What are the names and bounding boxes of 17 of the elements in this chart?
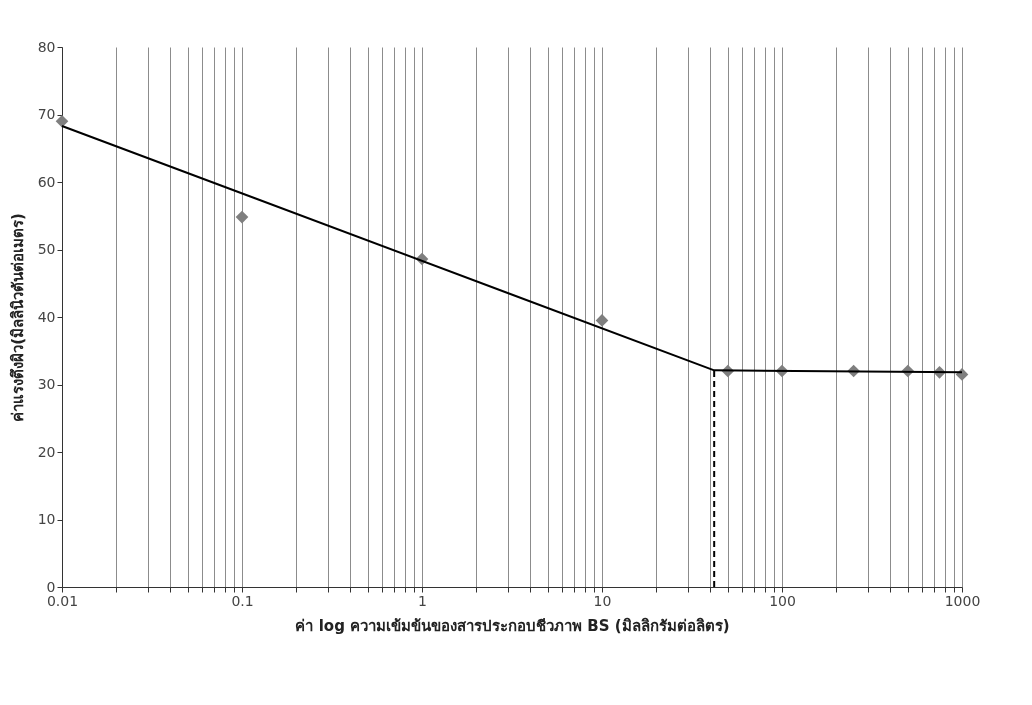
x-tick-label: 0.01 [46,592,79,609]
x-tick-label: 1000 [944,592,981,609]
y-tick-label: 80 [37,38,56,55]
y-tick-label: 10 [37,511,56,527]
y-tick-label: 30 [37,376,56,392]
y-tick-label: 70 [37,106,56,122]
y-axis-title: ค่าแรงตึงผิว(มิลลินิวตันต่อเมตร) [8,213,27,422]
y-tick-label: 20 [37,443,56,460]
y-tick-label: 40 [37,308,56,325]
x-tick-label: 10 [593,592,612,609]
x-tick-label: 1 [418,592,427,609]
x-tick-label: 0.1 [231,592,254,609]
y-tick-label: 60 [37,173,56,190]
x-tick-label: 100 [769,592,796,609]
x-axis-title: ค่า log ความเข้มข้นของสารประกอบชีวภาพ BS (มิลลิกรัมต่อลิตร) [295,616,730,635]
y-tick-label: 50 [37,241,56,257]
y-tick-label: 0 [46,578,56,595]
